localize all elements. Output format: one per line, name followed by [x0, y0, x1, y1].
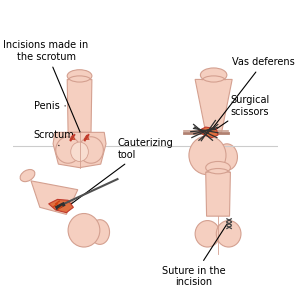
Polygon shape [31, 181, 78, 214]
Ellipse shape [79, 137, 104, 163]
Ellipse shape [20, 169, 35, 181]
Ellipse shape [90, 220, 110, 244]
Ellipse shape [71, 142, 88, 161]
Text: Cauterizing
tool: Cauterizing tool [71, 138, 173, 204]
Polygon shape [49, 200, 74, 213]
Ellipse shape [200, 68, 227, 82]
Ellipse shape [189, 136, 226, 175]
Text: Surgical
scissors: Surgical scissors [210, 95, 270, 134]
Ellipse shape [216, 144, 238, 170]
Text: Penis: Penis [34, 101, 65, 111]
Text: Suture in the
incision: Suture in the incision [161, 224, 227, 287]
Ellipse shape [206, 161, 230, 174]
Polygon shape [195, 80, 232, 132]
Text: Scrotum: Scrotum [34, 130, 74, 146]
Polygon shape [70, 135, 75, 140]
Polygon shape [53, 132, 106, 168]
Text: Incisions made in
the scrotum: Incisions made in the scrotum [3, 40, 89, 132]
Polygon shape [67, 80, 92, 132]
Polygon shape [206, 172, 230, 216]
Polygon shape [199, 127, 218, 138]
Ellipse shape [56, 137, 80, 163]
Ellipse shape [216, 220, 241, 247]
Ellipse shape [67, 70, 92, 82]
Polygon shape [84, 135, 89, 140]
Ellipse shape [195, 220, 220, 247]
Ellipse shape [68, 214, 100, 247]
Text: Vas deferens: Vas deferens [212, 57, 295, 129]
